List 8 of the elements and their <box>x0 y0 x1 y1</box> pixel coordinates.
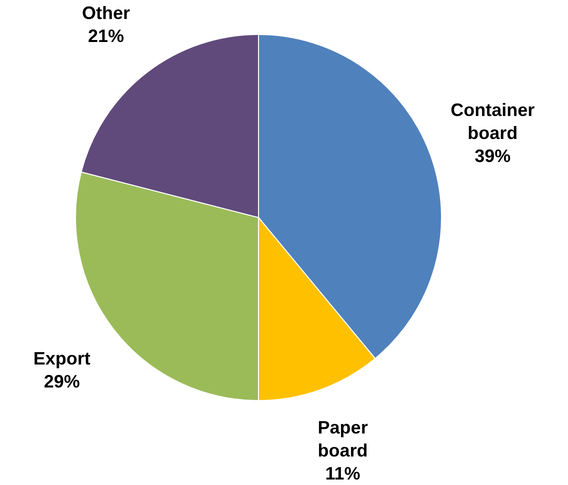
data-label: 39% <box>474 146 511 166</box>
slice-label: Container board <box>450 100 535 144</box>
slice-label: Other <box>82 3 130 23</box>
slice-label: Export <box>33 348 90 369</box>
data-label: 11% <box>325 464 360 484</box>
slice-label: Paper board <box>318 418 368 460</box>
data-label: 21% <box>88 26 124 46</box>
data-label: 29% <box>44 372 80 392</box>
